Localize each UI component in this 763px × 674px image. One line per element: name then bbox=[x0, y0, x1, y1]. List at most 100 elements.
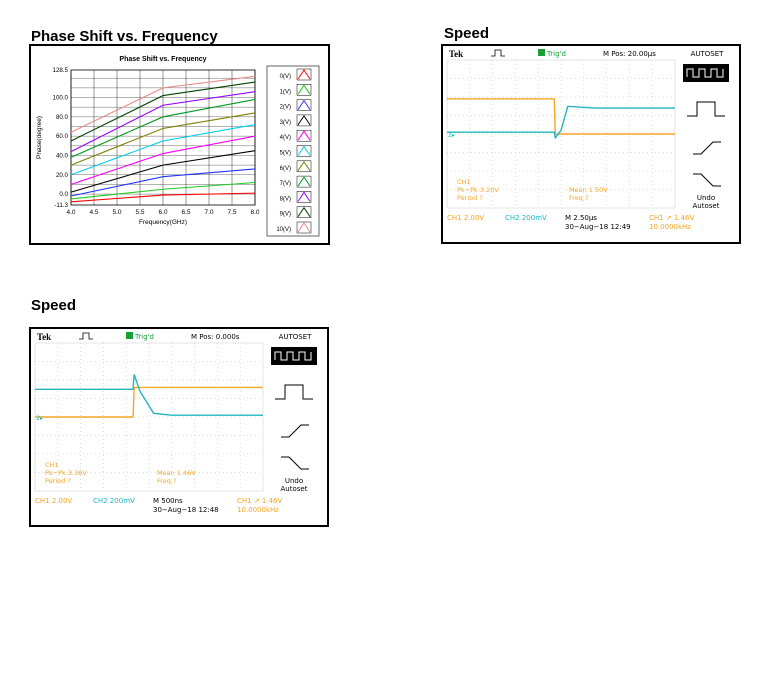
bottom-ch1: CH1 2.00V bbox=[447, 214, 484, 222]
bottom-frequency: 10.0000kHz bbox=[649, 223, 691, 231]
speed-section-title-2: Speed bbox=[31, 297, 77, 314]
x-tick-label: 7.5 bbox=[227, 209, 236, 216]
y-tick-label: 128.5 bbox=[53, 67, 69, 74]
autoset-square-icon bbox=[683, 64, 729, 82]
measure-left: Pk−Pk 3.20V bbox=[457, 186, 499, 194]
measure-left: CH1 bbox=[45, 461, 59, 469]
trace-ch2 bbox=[447, 105, 675, 140]
legend-label: 4(V) bbox=[280, 135, 291, 141]
legend-label: 6(V) bbox=[280, 166, 291, 172]
measure-left: Period ? bbox=[457, 194, 483, 202]
x-axis-label: Frequency(GHz) bbox=[139, 219, 187, 226]
scope-brand: Tek bbox=[37, 332, 51, 342]
square-wave-icon bbox=[686, 68, 724, 78]
measure-left: Pk−Pk 3.36V bbox=[45, 469, 87, 477]
legend-label: 8(V) bbox=[280, 196, 291, 202]
m-pos: M Pos: 0.000s bbox=[191, 333, 240, 341]
legend-swatch-box bbox=[296, 99, 312, 111]
legend-label: 3(V) bbox=[280, 120, 291, 126]
bottom-ch2: CH2 200mV bbox=[505, 214, 547, 222]
undo-autoset-label: Autoset bbox=[281, 485, 308, 493]
measure-right: Freq ? bbox=[157, 477, 176, 485]
legend-label: 1(V) bbox=[280, 89, 291, 95]
autoset-label: AUTOSET bbox=[691, 50, 725, 58]
phase-chart-frame: Phase Shift vs. Frequency 4.0 4.5 5.0 5.5 6.0… bbox=[29, 44, 330, 245]
legend-label: 7(V) bbox=[280, 181, 291, 187]
series-line-1v bbox=[70, 181, 256, 200]
autoset-label: AUTOSET bbox=[279, 333, 313, 341]
y-tick-label: -11.3 bbox=[54, 202, 68, 209]
y-tick-label: 60.0 bbox=[56, 133, 69, 140]
legend-label: 9(V) bbox=[280, 212, 291, 218]
bottom-timebase: M 2.50µs bbox=[565, 214, 597, 222]
series-line-3v bbox=[70, 150, 256, 193]
scope-chart-1: Tek Trig'd M Pos: 20.00µs AUTOSET 2▸ CH1Pk−Pk… bbox=[446, 49, 729, 231]
series-line-8v bbox=[70, 91, 256, 153]
legend-swatch-box bbox=[296, 68, 312, 81]
legend-swatch-line bbox=[297, 160, 311, 172]
single-pulse-icon bbox=[687, 101, 725, 117]
trig-status: Trig'd bbox=[134, 333, 154, 341]
measure-left: Period ? bbox=[45, 477, 71, 485]
legend-swatch-line bbox=[297, 84, 311, 95]
x-tick-label: 4.0 bbox=[66, 209, 75, 216]
phase-section-title: Phase Shift vs. Frequency bbox=[31, 28, 218, 45]
x-tick-label: 4.5 bbox=[89, 209, 98, 216]
legend-label: 5(V) bbox=[280, 151, 291, 157]
x-tick-label: 6.0 bbox=[158, 209, 167, 216]
bottom-ch1: CH1 2.00V bbox=[35, 497, 72, 505]
legend-swatch-line bbox=[297, 99, 311, 110]
series-line-10v bbox=[70, 75, 256, 133]
legend-swatch-box bbox=[296, 114, 312, 127]
scope-screen-1: Tek Trig'd M Pos: 20.00µs AUTOSET 2▸ CH1 Pk−Pk… bbox=[441, 44, 741, 244]
m-pos: M Pos: 20.00µs bbox=[603, 50, 656, 58]
trigger-pulse-icon bbox=[79, 332, 93, 340]
scope-chart-2: Tek Trig'd M Pos: 0.000s AUTOSET 2▸ CH1Pk−Pk … bbox=[34, 332, 317, 514]
legend-swatch-box bbox=[296, 129, 312, 142]
legend-label: 10(V) bbox=[276, 227, 291, 233]
series-line-5v bbox=[70, 124, 256, 176]
legend-label: 0(V) bbox=[280, 74, 291, 80]
legend-swatch-box bbox=[296, 221, 312, 234]
y-axis-label: Phase(degree) bbox=[36, 116, 43, 159]
autoset-square-icon bbox=[271, 347, 317, 365]
trig-icon bbox=[538, 49, 545, 56]
rising-edge-icon bbox=[281, 424, 309, 438]
series-line-0v bbox=[70, 192, 256, 203]
x-tick-label: 5.0 bbox=[112, 209, 121, 216]
legend-swatch-line bbox=[297, 69, 311, 80]
ch2-ground-marker: 2▸ bbox=[36, 415, 43, 422]
legend-swatch-line bbox=[297, 206, 311, 217]
series-line-6v bbox=[70, 112, 256, 166]
bottom-trigger: CH1 ↗ 1.46V bbox=[649, 214, 695, 222]
legend-swatch-box bbox=[296, 145, 312, 157]
bottom-ch2: CH2 200mV bbox=[93, 497, 135, 505]
bottom-timebase: M 500ns bbox=[153, 497, 183, 505]
x-tick-label: 8.0 bbox=[250, 209, 259, 216]
x-tick-label: 6.5 bbox=[181, 209, 190, 216]
measure-right: Mean 1.50V bbox=[569, 186, 608, 194]
y-tick-label: 100.0 bbox=[53, 95, 69, 102]
undo-autoset-label: Autoset bbox=[693, 202, 720, 210]
series-line-4v bbox=[70, 135, 256, 185]
legend-swatch-line bbox=[297, 191, 311, 202]
legend-swatch-box bbox=[296, 206, 312, 218]
undo-label: Undo bbox=[697, 194, 715, 202]
bottom-date: 30−Aug−18 12:48 bbox=[153, 506, 219, 514]
trig-icon bbox=[126, 332, 133, 339]
x-tick-label: 7.0 bbox=[204, 209, 213, 216]
legend-swatch-box bbox=[296, 191, 312, 203]
trigger-pulse-icon bbox=[491, 49, 505, 57]
measure-left: CH1 bbox=[457, 178, 471, 186]
y-tick-label: 0.0 bbox=[59, 191, 68, 198]
y-tick-label: 40.0 bbox=[56, 152, 69, 159]
legend-swatch-line bbox=[297, 176, 311, 187]
legend-swatch-box bbox=[296, 84, 312, 96]
undo-label: Undo bbox=[285, 477, 303, 485]
phase-shift-chart: Phase Shift vs. Frequency 4.0 4.5 5.0 5.5 6.0… bbox=[36, 56, 320, 237]
legend-label: 2(V) bbox=[280, 105, 291, 111]
single-pulse-icon bbox=[275, 384, 313, 400]
scope-screen-2: Tek Trig'd M Pos: 0.000s AUTOSET 2▸ CH1 Pk−Pk … bbox=[29, 327, 329, 527]
y-tick-label: 20.0 bbox=[56, 172, 69, 179]
series-line-2v bbox=[70, 168, 256, 197]
